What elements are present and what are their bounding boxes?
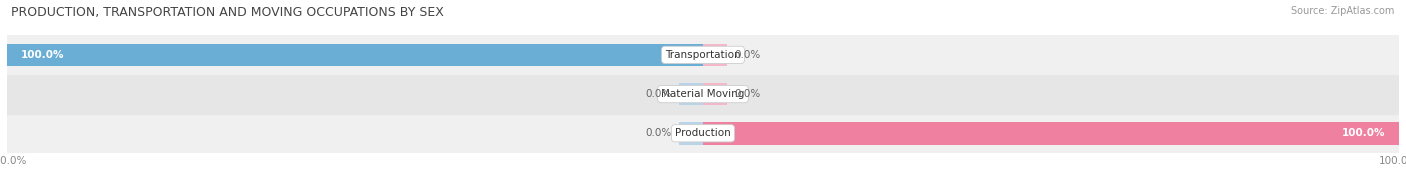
Bar: [703, 44, 727, 66]
Text: 0.0%: 0.0%: [734, 50, 761, 60]
Text: Source: ZipAtlas.com: Source: ZipAtlas.com: [1291, 6, 1395, 16]
Bar: [7, 35, 1399, 74]
Bar: [7, 74, 1399, 114]
Text: Material Moving: Material Moving: [661, 89, 745, 99]
Bar: [703, 83, 727, 105]
Bar: [7, 114, 1399, 153]
Bar: [703, 122, 1399, 145]
Text: 0.0%: 0.0%: [645, 128, 672, 138]
Text: PRODUCTION, TRANSPORTATION AND MOVING OCCUPATIONS BY SEX: PRODUCTION, TRANSPORTATION AND MOVING OC…: [11, 6, 444, 19]
Bar: [679, 122, 703, 145]
Text: Production: Production: [675, 128, 731, 138]
Bar: [7, 44, 703, 66]
Text: 100.0%: 100.0%: [1341, 128, 1385, 138]
Text: 0.0%: 0.0%: [734, 89, 761, 99]
Text: Transportation: Transportation: [665, 50, 741, 60]
Bar: [679, 83, 703, 105]
Text: 100.0%: 100.0%: [21, 50, 65, 60]
Text: 0.0%: 0.0%: [645, 89, 672, 99]
